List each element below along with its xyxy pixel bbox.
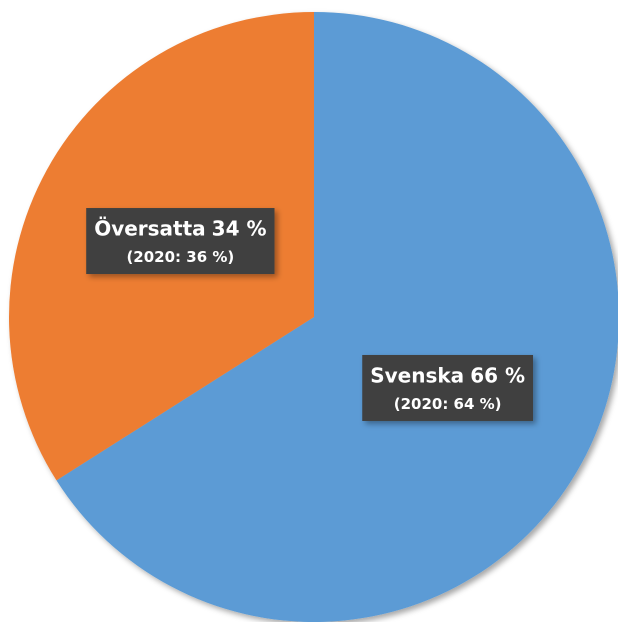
label-line: Svenska 66 % bbox=[370, 363, 525, 387]
value-label: 34 % bbox=[212, 216, 267, 240]
annotation: (2020: 64 %) bbox=[394, 395, 502, 413]
pie bbox=[9, 12, 618, 622]
value-label: 66 % bbox=[470, 363, 525, 387]
pie-slice bbox=[56, 12, 618, 622]
label-box bbox=[362, 354, 534, 421]
annotation: (2020: 36 %) bbox=[126, 248, 234, 266]
label-box bbox=[86, 208, 275, 275]
category-label: Svenska bbox=[370, 363, 464, 387]
labels: Svenska 66 % (2020: 64 %) Översatta 34 % (202… bbox=[86, 208, 534, 421]
data-label: Översatta 34 % (2020: 36 %) bbox=[86, 208, 275, 275]
label-line: Översatta 34 % bbox=[94, 216, 266, 240]
category-label: Översatta bbox=[94, 216, 205, 240]
data-label: Svenska 66 % (2020: 64 %) bbox=[362, 354, 534, 421]
